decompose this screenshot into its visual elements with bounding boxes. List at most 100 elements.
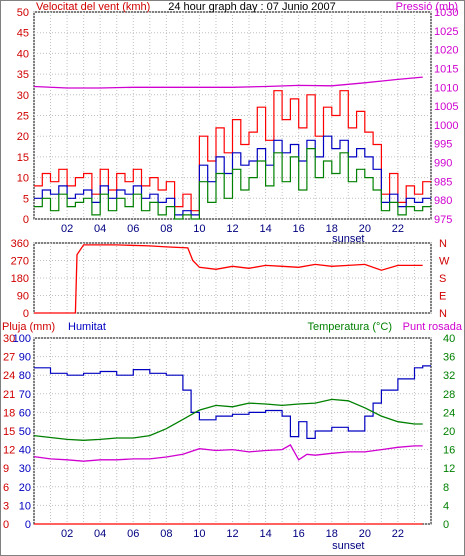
hour-axis-tick: 18 <box>326 223 338 235</box>
pressure-axis-tick: 1020 <box>434 45 458 57</box>
direction-axis-tick: 0 <box>23 308 29 320</box>
rain-axis-title: Pluja (mm) <box>2 321 55 333</box>
humidity-axis-tick: 100 <box>13 333 31 345</box>
rain-axis-tick: 24 <box>3 370 15 382</box>
wind-axis-tick: 40 <box>17 48 29 60</box>
wind-axis-title: Velocitat del vent (kmh) <box>36 1 150 13</box>
hour-axis-tick: 16 <box>293 528 305 540</box>
pressure-line <box>33 76 423 89</box>
temperature-axis-tick: 24 <box>443 407 455 419</box>
wind-avg-line <box>34 135 431 216</box>
temperature-axis-tick: 28 <box>443 389 455 401</box>
hour-axis-tick: 20 <box>359 528 371 540</box>
humidity-axis-tick: 20 <box>19 482 31 494</box>
humidity-axis-tick: 40 <box>19 445 31 457</box>
pressure-axis-tick: 980 <box>434 195 452 207</box>
hour-axis-tick: 08 <box>160 528 172 540</box>
compass-label: N <box>439 308 447 320</box>
wind-speed-line <box>34 148 431 220</box>
pressure-axis-tick: 990 <box>434 158 452 170</box>
compass-label: W <box>439 256 450 268</box>
humidity-axis-tick: 70 <box>19 389 31 401</box>
sunset-label: sunset <box>332 540 364 552</box>
sunset-label: sunset <box>332 233 364 245</box>
wind-axis-tick: 45 <box>17 28 29 40</box>
direction-axis-tick: 90 <box>17 291 29 303</box>
pressure-axis-tick: 975 <box>434 214 452 226</box>
hour-axis-tick: 04 <box>94 528 106 540</box>
humidity-axis-tick: 80 <box>19 370 31 382</box>
hour-axis-tick: 18 <box>326 528 338 540</box>
direction-axis-tick: 360 <box>11 238 29 250</box>
hour-axis-tick: 10 <box>193 528 205 540</box>
rain-axis-tick: 3 <box>3 500 9 512</box>
wind-axis-tick: 30 <box>17 90 29 102</box>
wind-axis-tick: 20 <box>17 131 29 143</box>
humidity-axis-tick: 50 <box>19 426 31 438</box>
temperature-axis-tick: 36 <box>443 352 455 364</box>
dewpoint-axis-title: Punt rosada <box>403 321 463 333</box>
direction-axis-tick: 270 <box>11 256 29 268</box>
rain-axis-tick: 21 <box>3 389 15 401</box>
dewpoint-line <box>33 444 423 462</box>
wind-gust-line <box>34 90 431 212</box>
temperature-axis-tick: 8 <box>443 482 449 494</box>
temperature-axis-tick: 4 <box>443 500 449 512</box>
pressure-axis-tick: 1015 <box>434 63 458 75</box>
rain-axis-tick: 18 <box>3 407 15 419</box>
hour-axis-tick: 02 <box>61 528 73 540</box>
wind-axis-tick: 50 <box>17 7 29 19</box>
pressure-axis-tick: 995 <box>434 139 452 151</box>
humidity-axis-tick: 10 <box>19 500 31 512</box>
hour-axis-tick: 22 <box>392 528 404 540</box>
temperature-axis-tick: 16 <box>443 445 455 457</box>
hour-axis-tick: 14 <box>259 223 271 235</box>
temperature-axis-tick: 32 <box>443 370 455 382</box>
direction-axis-tick: 180 <box>11 273 29 285</box>
hour-axis-tick: 20 <box>359 223 371 235</box>
pressure-axis-title: Pressió (mb) <box>396 1 458 13</box>
humidity-axis-tick: 60 <box>19 407 31 419</box>
pressure-axis-tick: 1000 <box>434 120 458 132</box>
humidity-axis-tick: 90 <box>19 352 31 364</box>
pressure-axis-tick: 985 <box>434 176 452 188</box>
rain-axis-tick: 27 <box>3 352 15 364</box>
temperature-axis-tick: 0 <box>443 519 449 531</box>
hour-axis-tick: 22 <box>392 223 404 235</box>
temperature-axis-tick: 12 <box>443 463 455 475</box>
hour-axis-tick: 08 <box>160 223 172 235</box>
hour-axis-tick: 14 <box>259 528 271 540</box>
humidity-axis-tick: 0 <box>25 519 31 531</box>
temperature-axis-tick: 40 <box>443 333 455 345</box>
temperature-line <box>33 398 423 441</box>
humidity-axis-title: Humitat <box>68 321 106 333</box>
hour-axis-tick: 06 <box>127 223 139 235</box>
humidity-axis-tick: 30 <box>19 463 31 475</box>
rain-axis-tick: 12 <box>3 445 15 457</box>
hour-axis-tick: 12 <box>226 528 238 540</box>
rain-axis-tick: 6 <box>3 482 9 494</box>
pressure-axis-tick: 1030 <box>434 7 458 19</box>
hour-axis-tick: 10 <box>193 223 205 235</box>
rain-axis-tick: 0 <box>3 519 9 531</box>
rain-axis-tick: 30 <box>3 333 15 345</box>
pressure-axis-tick: 1010 <box>434 82 458 94</box>
compass-label: S <box>439 273 446 285</box>
wind-axis-tick: 25 <box>17 111 29 123</box>
hour-axis-tick: 06 <box>127 528 139 540</box>
compass-label: E <box>439 291 446 303</box>
temperature-axis-title: Temperatura (°C) <box>308 321 392 333</box>
pressure-axis-tick: 1005 <box>434 101 458 113</box>
wind-direction-line <box>34 244 423 314</box>
temperature-axis-tick: 20 <box>443 426 455 438</box>
hour-axis-tick: 02 <box>61 223 73 235</box>
wind-axis-tick: 0 <box>23 214 29 226</box>
hour-axis-tick: 12 <box>226 223 238 235</box>
compass-label: N <box>439 238 447 250</box>
wind-axis-tick: 10 <box>17 173 29 185</box>
rain-axis-tick: 15 <box>3 426 15 438</box>
humidity-line <box>34 365 431 439</box>
pressure-axis-tick: 1025 <box>434 26 458 38</box>
